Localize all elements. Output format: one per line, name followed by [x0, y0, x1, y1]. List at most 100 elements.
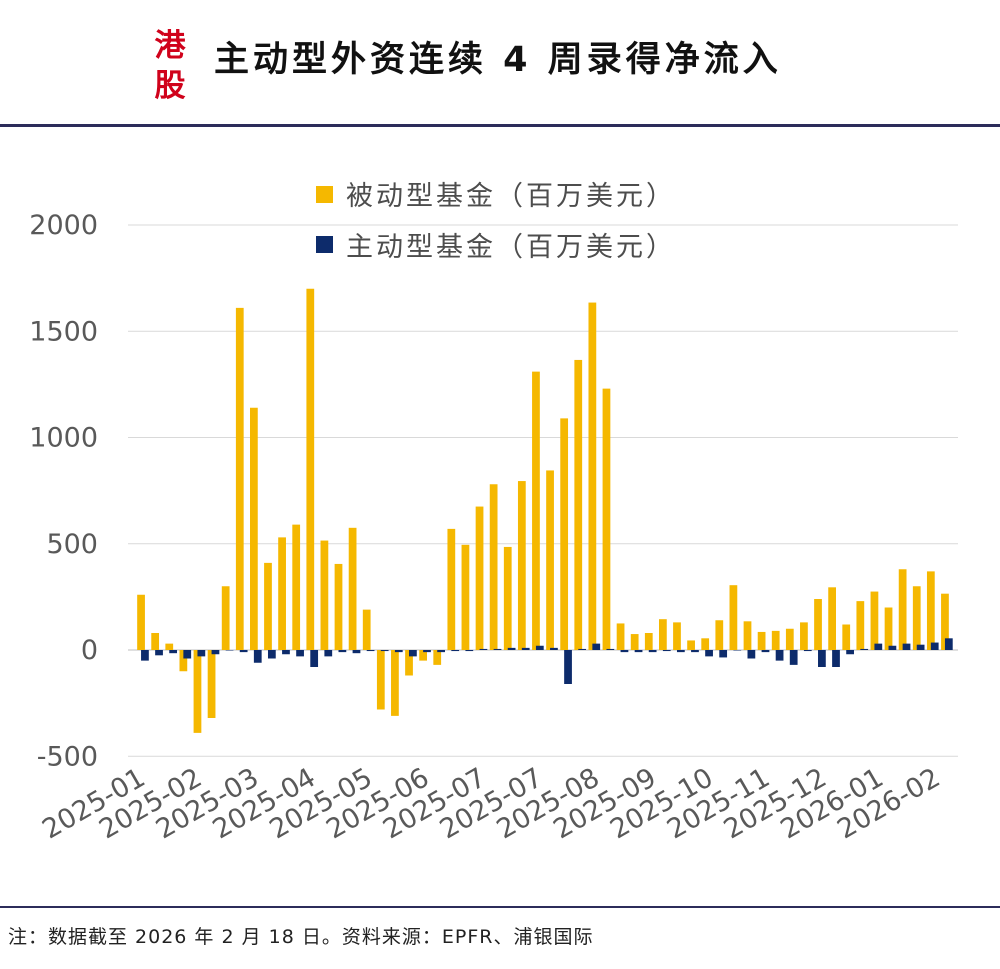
bar-passive	[729, 585, 738, 650]
bar-active	[846, 650, 854, 655]
bar-active	[930, 642, 939, 650]
bar-passive	[461, 544, 470, 650]
bar-passive	[179, 650, 188, 672]
bar-active	[437, 650, 445, 653]
bar-active	[296, 650, 304, 657]
bar-active	[916, 644, 925, 650]
bar-passive	[630, 634, 639, 650]
bar-active	[310, 650, 319, 667]
chart-title: 主动型外资连续 4 周录得净流入	[214, 40, 782, 80]
bar-passive	[165, 643, 174, 650]
bar-passive	[391, 650, 399, 716]
bar-passive	[405, 650, 413, 676]
legend-swatch-passive	[316, 186, 333, 203]
bar-passive	[475, 506, 484, 650]
bar-passive	[447, 528, 456, 650]
bar-active	[803, 650, 812, 652]
bar-active	[789, 650, 798, 665]
bar-active	[239, 650, 248, 653]
legend-swatch-active	[316, 236, 333, 253]
bar-active	[606, 648, 615, 650]
bar-passive	[743, 621, 752, 650]
y-tick-label: 0	[81, 635, 98, 666]
bar-active	[691, 650, 699, 653]
bar-active	[479, 648, 488, 650]
bar-passive	[193, 650, 202, 733]
bar-active	[141, 650, 149, 661]
bar-active	[366, 650, 375, 652]
bar-passive	[616, 623, 625, 650]
bar-active	[253, 650, 262, 663]
bar-active	[719, 650, 728, 658]
bar-active	[761, 650, 770, 653]
bar-active	[409, 650, 417, 657]
y-tick-label: 500	[46, 529, 98, 560]
bar-active	[197, 650, 206, 657]
bar-active	[775, 650, 784, 661]
y-tick-label: -500	[37, 741, 98, 772]
bar-passive	[842, 624, 851, 650]
bar-active	[578, 648, 587, 650]
bar-passive	[348, 527, 357, 650]
bar-active	[832, 650, 840, 667]
bar-passive	[884, 607, 893, 650]
bar-passive	[588, 302, 597, 650]
bar-passive	[715, 620, 724, 650]
bar-active	[874, 643, 883, 650]
header-divider	[0, 124, 1000, 127]
bar-active	[676, 650, 685, 653]
bar-passive	[574, 359, 583, 650]
y-axis-tick-labels: -500 0 500 1000 1500 2000	[29, 210, 98, 772]
bar-chart: -500 0 500 1000 1500 2000 2025-012025-022025-…	[29, 181, 958, 845]
bar-active	[211, 650, 220, 655]
hk-stock-tag: 港股	[154, 28, 186, 104]
bar-passive	[503, 546, 512, 650]
bar-passive	[362, 609, 371, 650]
bar-passive	[306, 288, 315, 650]
bar-passive	[926, 571, 935, 650]
bar-passive	[221, 586, 230, 650]
bar-passive	[560, 418, 569, 650]
bar-active	[465, 650, 474, 652]
bar-passive	[870, 591, 879, 650]
y-tick-label: 1500	[29, 316, 98, 347]
bar-passive	[334, 563, 343, 650]
bar-active	[521, 647, 530, 650]
bar-passive	[517, 481, 526, 650]
bar-passive	[785, 628, 794, 650]
bar-active	[338, 650, 347, 653]
bar-passive	[701, 638, 710, 650]
bar-active	[592, 643, 601, 650]
bar-active	[394, 650, 403, 653]
bar-passive	[278, 537, 286, 650]
bar-active	[507, 647, 516, 650]
bar-passive	[898, 569, 907, 650]
legend-label-active: 主动型基金（百万美元）	[346, 232, 676, 263]
bar-passive	[250, 407, 258, 650]
bar-passive	[687, 640, 695, 650]
bar-passive	[828, 587, 836, 650]
bar-active	[620, 650, 629, 653]
bar-active	[747, 650, 756, 659]
bar-active	[818, 650, 826, 667]
bars	[137, 288, 953, 733]
bar-passive	[376, 650, 385, 710]
source-note: 注：数据截至 2026 年 2 月 18 日。资料来源：EPFR、浦银国际	[8, 926, 594, 948]
bar-passive	[292, 524, 301, 650]
bar-active	[733, 650, 742, 651]
bar-passive	[912, 586, 921, 650]
bar-passive	[546, 470, 554, 650]
bar-active	[662, 650, 671, 652]
bar-active	[564, 650, 572, 684]
bar-active	[267, 650, 276, 659]
bar-active	[550, 647, 558, 650]
bar-passive	[235, 307, 244, 650]
bar-active	[423, 650, 431, 653]
bar-passive	[673, 622, 681, 650]
bar-passive	[320, 540, 329, 650]
y-tick-label: 1000	[29, 423, 98, 454]
legend-label-passive: 被动型基金（百万美元）	[346, 181, 676, 212]
bar-passive	[659, 619, 667, 650]
bar-active	[493, 648, 502, 650]
bar-active	[155, 650, 163, 656]
